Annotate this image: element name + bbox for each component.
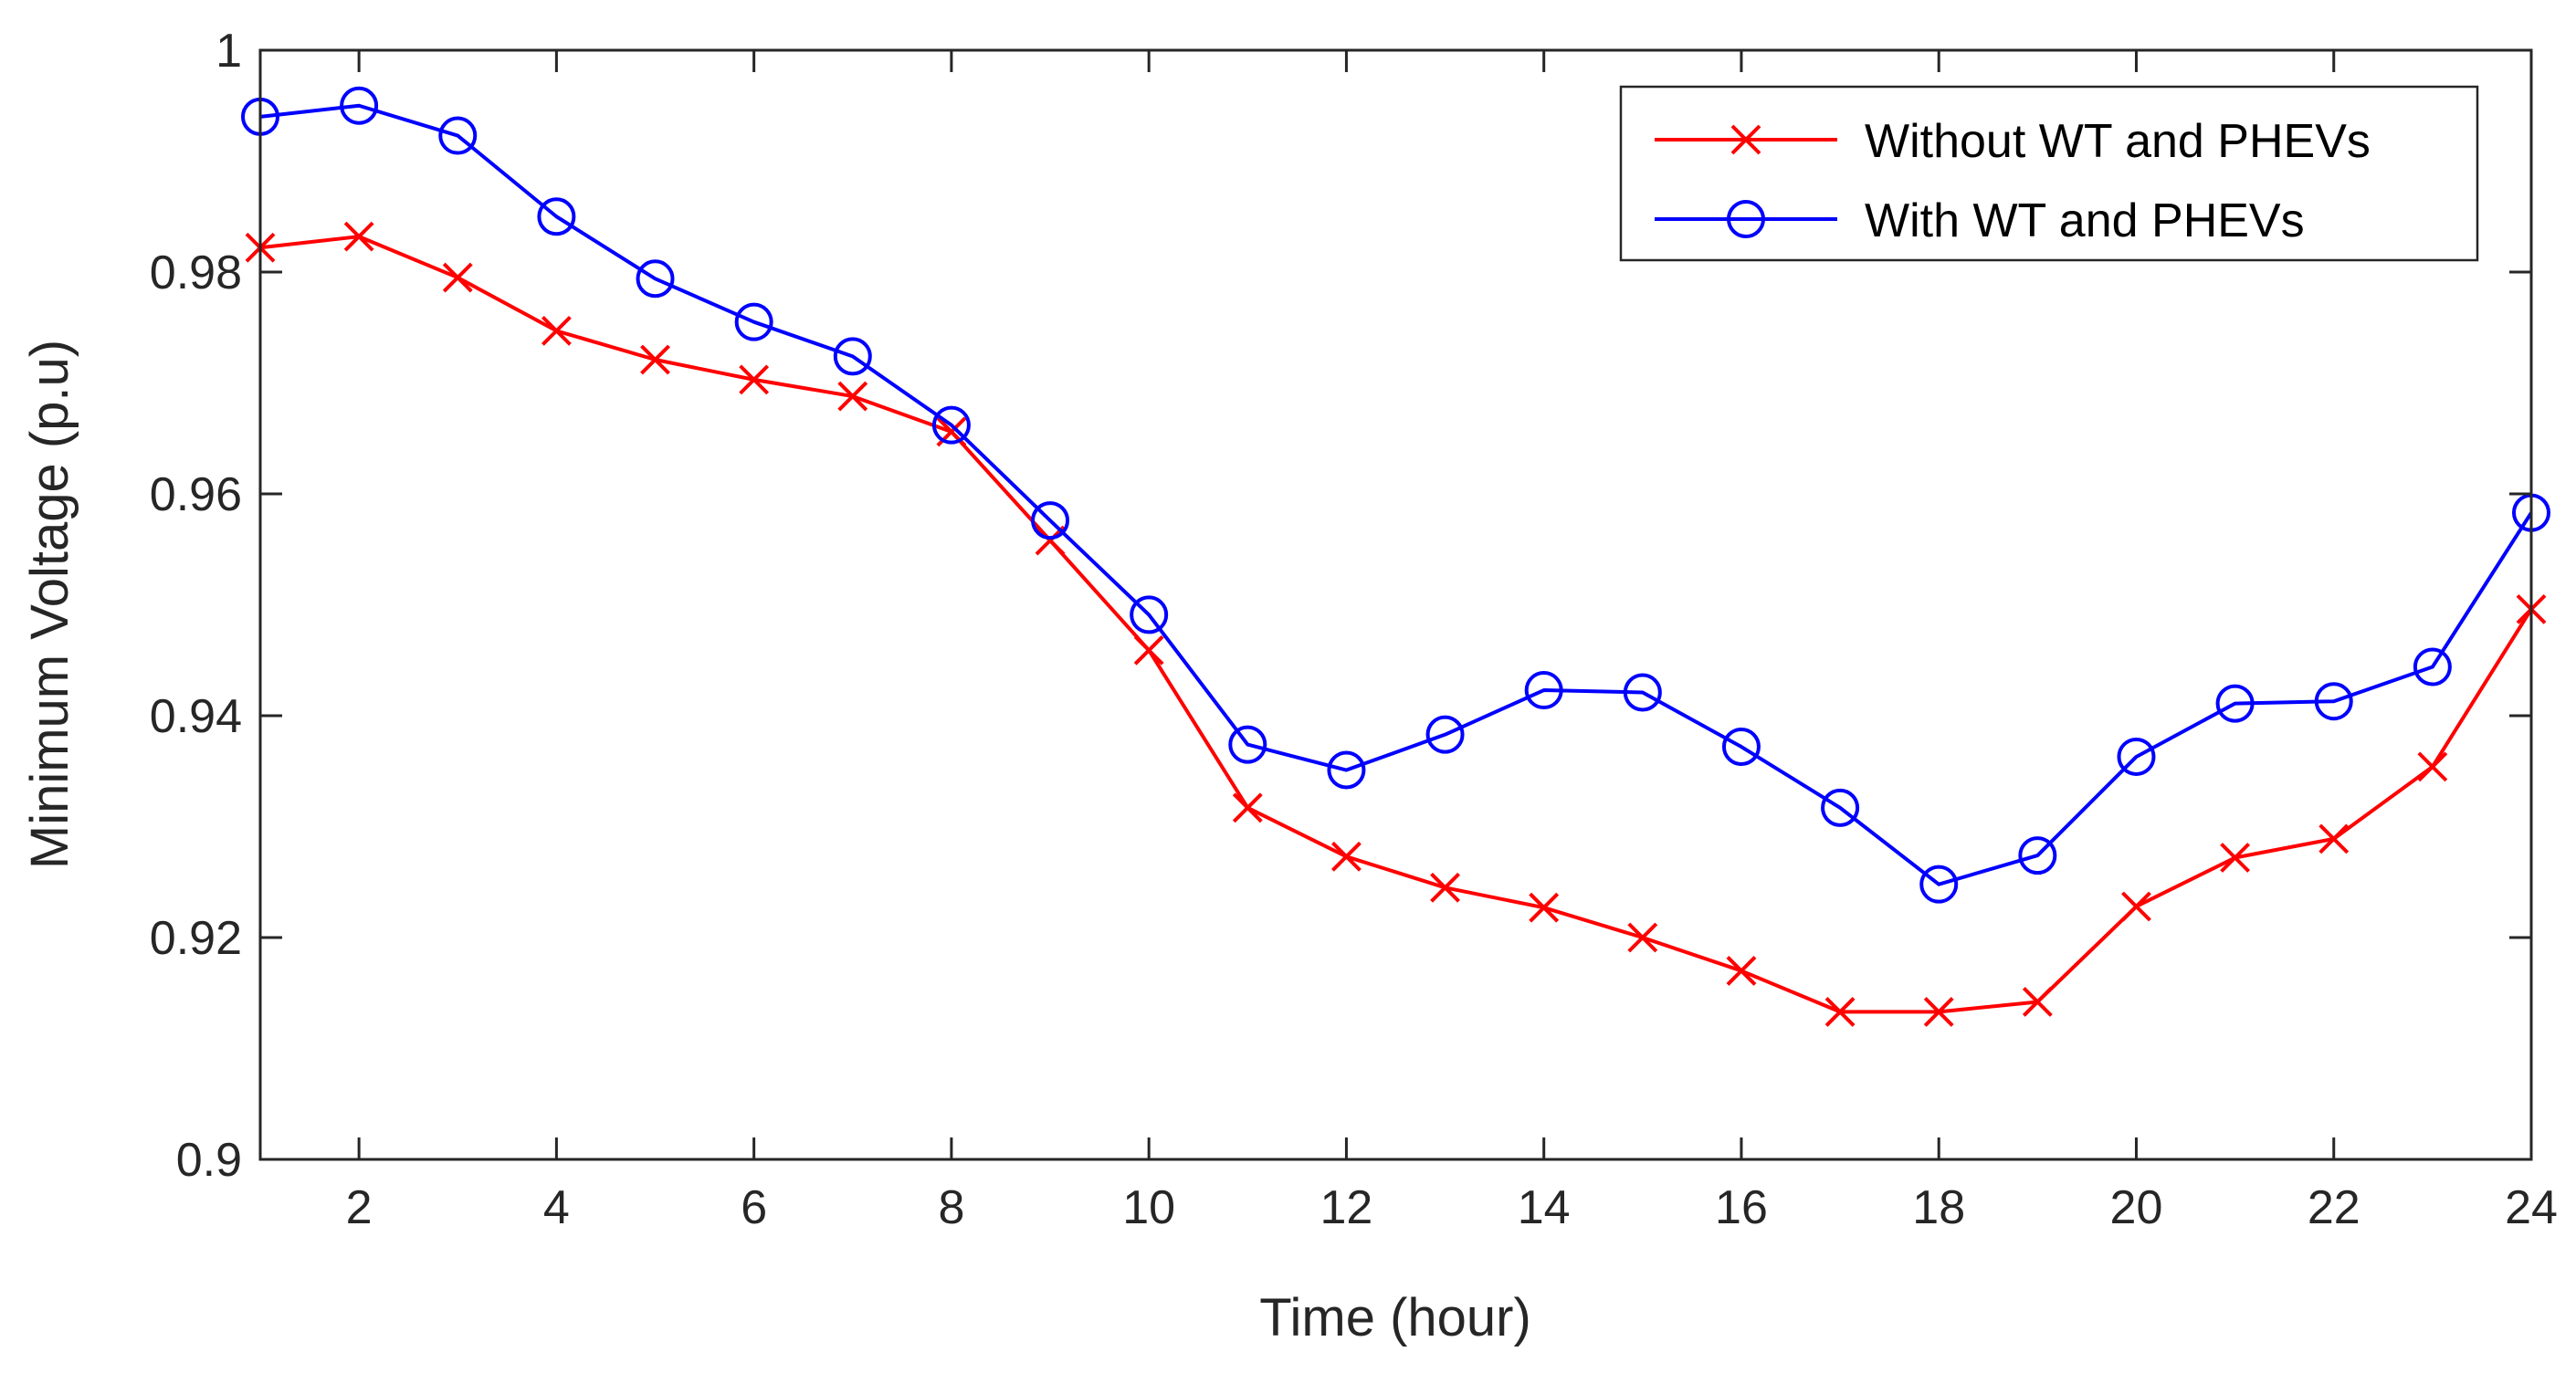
legend-marker-x xyxy=(1730,124,1761,155)
x-marker-stroke xyxy=(1331,841,1362,872)
data-point xyxy=(931,405,971,445)
legend-marker-x-glyph xyxy=(1730,124,1761,155)
data-point xyxy=(1721,728,1761,767)
data-point xyxy=(2018,836,2057,875)
x-marker-stroke xyxy=(2220,843,2251,873)
data-point xyxy=(2215,684,2255,723)
data-point xyxy=(2417,751,2448,782)
data-point xyxy=(1824,996,1856,1027)
y-ticks: 0.9 0.92 0.94 0.96 0.98 1 xyxy=(150,25,2531,1187)
data-point xyxy=(2220,843,2251,873)
data-point xyxy=(1228,725,1267,764)
y-axis-title: Minimum Voltage (p.u) xyxy=(20,340,79,869)
data-point xyxy=(2314,682,2353,721)
x-marker-stroke xyxy=(837,381,868,412)
y-tick-label: 0.92 xyxy=(150,912,242,965)
data-point xyxy=(442,262,473,293)
data-point xyxy=(833,337,872,376)
x-tick-label: 4 xyxy=(543,1181,570,1234)
series-layer xyxy=(241,86,2550,1027)
x-tick-label: 24 xyxy=(2505,1181,2558,1234)
data-point xyxy=(1430,872,1460,903)
data-point xyxy=(541,315,572,346)
x-marker-stroke xyxy=(541,315,572,346)
x-marker-stroke xyxy=(1430,872,1460,903)
legend-marker-circle-glyph xyxy=(1727,200,1765,238)
x-marker-stroke xyxy=(640,344,670,375)
data-point xyxy=(640,344,670,375)
x-marker-stroke xyxy=(2022,987,2053,1017)
data-point xyxy=(636,259,675,299)
x-marker-stroke xyxy=(739,364,770,395)
x-marker-stroke xyxy=(442,262,473,293)
data-point xyxy=(2121,891,2151,922)
y-tick-label: 1 xyxy=(216,25,242,78)
series-without-wt xyxy=(245,221,2547,1027)
y-tick-label: 0.94 xyxy=(150,690,242,743)
y-tick-label: 0.96 xyxy=(150,468,242,521)
x-marker-stroke xyxy=(1730,124,1761,155)
legend-box xyxy=(1619,85,2479,262)
x-marker-stroke xyxy=(1824,996,1856,1027)
axes-box xyxy=(258,48,2533,1161)
data-point xyxy=(1331,841,1362,872)
x-marker-stroke xyxy=(1726,956,1757,986)
data-point xyxy=(1232,792,1263,823)
x-marker-stroke xyxy=(2318,823,2350,854)
x-marker-stroke xyxy=(1232,792,1263,823)
data-point xyxy=(1923,996,1954,1027)
legend-label-with-wt: With WT and PHEVs xyxy=(1865,194,2305,247)
data-point xyxy=(837,381,868,412)
x-tick-label: 22 xyxy=(2308,1181,2360,1234)
data-point xyxy=(1623,673,1662,712)
x-marker-stroke xyxy=(2417,751,2448,782)
data-point xyxy=(1524,671,1563,710)
x-tick-label: 6 xyxy=(741,1181,767,1234)
axes-layer xyxy=(258,48,2533,1161)
legend: Without WT and PHEVs With WT and PHEVs xyxy=(1619,85,2479,262)
legend-marker-circle xyxy=(1727,200,1765,238)
x-tick-label: 10 xyxy=(1122,1181,1175,1234)
x-ticks: 2 4 6 8 10 12 14 16 18 20 22 24 xyxy=(346,50,2558,1234)
x-tick-label: 2 xyxy=(346,1181,373,1234)
y-tick-label: 0.98 xyxy=(150,246,242,299)
x-marker-stroke xyxy=(1529,892,1560,923)
data-point xyxy=(2413,647,2452,686)
data-point xyxy=(2022,987,2053,1017)
data-point xyxy=(1726,956,1757,986)
data-point xyxy=(1133,634,1164,666)
x-tick-label: 16 xyxy=(1715,1181,1768,1234)
data-point xyxy=(2318,823,2350,854)
data-point xyxy=(1919,865,1959,904)
x-tick-label: 14 xyxy=(1518,1181,1571,1234)
y-tick-label: 0.9 xyxy=(176,1134,242,1187)
data-point xyxy=(1627,922,1658,953)
x-marker-stroke xyxy=(343,221,374,252)
x-tick-label: 20 xyxy=(2110,1181,2163,1234)
data-point xyxy=(340,86,379,125)
data-point xyxy=(438,116,478,155)
data-point xyxy=(1327,750,1366,790)
x-marker-stroke xyxy=(1133,634,1164,666)
x-tick-label: 18 xyxy=(1912,1181,1965,1234)
x-marker-stroke xyxy=(2121,891,2151,922)
data-point xyxy=(1425,715,1465,754)
data-point xyxy=(1130,595,1169,634)
data-point xyxy=(1821,788,1860,827)
data-point xyxy=(2117,737,2156,776)
legend-label-without-wt: Without WT and PHEVs xyxy=(1865,115,2371,168)
data-point xyxy=(1031,501,1070,540)
data-point xyxy=(1529,892,1560,923)
x-marker-stroke xyxy=(1627,922,1658,953)
x-marker-stroke xyxy=(1923,996,1954,1027)
data-point xyxy=(537,197,576,236)
x-tick-label: 12 xyxy=(1320,1181,1373,1234)
x-tick-label: 8 xyxy=(938,1181,964,1234)
data-point xyxy=(343,221,374,252)
x-axis-title: Time (hour) xyxy=(1259,1288,1531,1347)
data-point xyxy=(734,302,773,341)
data-point xyxy=(739,364,770,395)
series-line xyxy=(259,235,2533,1014)
